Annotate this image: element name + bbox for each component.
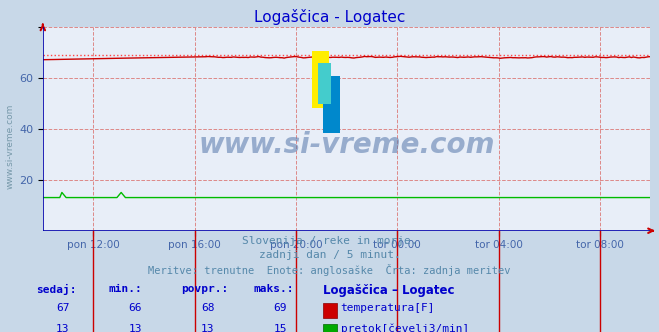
Bar bbox=[323, 76, 340, 133]
Text: 13: 13 bbox=[129, 324, 142, 332]
Text: 68: 68 bbox=[201, 303, 214, 313]
Text: 66: 66 bbox=[129, 303, 142, 313]
Text: zadnji dan / 5 minut.: zadnji dan / 5 minut. bbox=[258, 250, 401, 260]
Bar bbox=[312, 51, 329, 108]
Text: 15: 15 bbox=[273, 324, 287, 332]
Text: min.:: min.: bbox=[109, 284, 142, 294]
Text: 67: 67 bbox=[56, 303, 69, 313]
Text: 13: 13 bbox=[201, 324, 214, 332]
Text: pretok[čevelj3/min]: pretok[čevelj3/min] bbox=[341, 324, 469, 332]
Text: sedaj:: sedaj: bbox=[36, 284, 76, 295]
Text: Logaščica – Logatec: Logaščica – Logatec bbox=[323, 284, 455, 297]
Text: 69: 69 bbox=[273, 303, 287, 313]
Text: www.si-vreme.com: www.si-vreme.com bbox=[5, 103, 14, 189]
Text: maks.:: maks.: bbox=[254, 284, 294, 294]
Text: temperatura[F]: temperatura[F] bbox=[341, 303, 435, 313]
Bar bbox=[318, 63, 331, 104]
Text: 13: 13 bbox=[56, 324, 69, 332]
Text: www.si-vreme.com: www.si-vreme.com bbox=[198, 131, 495, 159]
Text: Meritve: trenutne  Enote: anglosaške  Črta: zadnja meritev: Meritve: trenutne Enote: anglosaške Črta… bbox=[148, 264, 511, 276]
Text: povpr.:: povpr.: bbox=[181, 284, 229, 294]
Text: Logaščica - Logatec: Logaščica - Logatec bbox=[254, 9, 405, 25]
Text: Slovenija / reke in morje.: Slovenija / reke in morje. bbox=[242, 236, 417, 246]
